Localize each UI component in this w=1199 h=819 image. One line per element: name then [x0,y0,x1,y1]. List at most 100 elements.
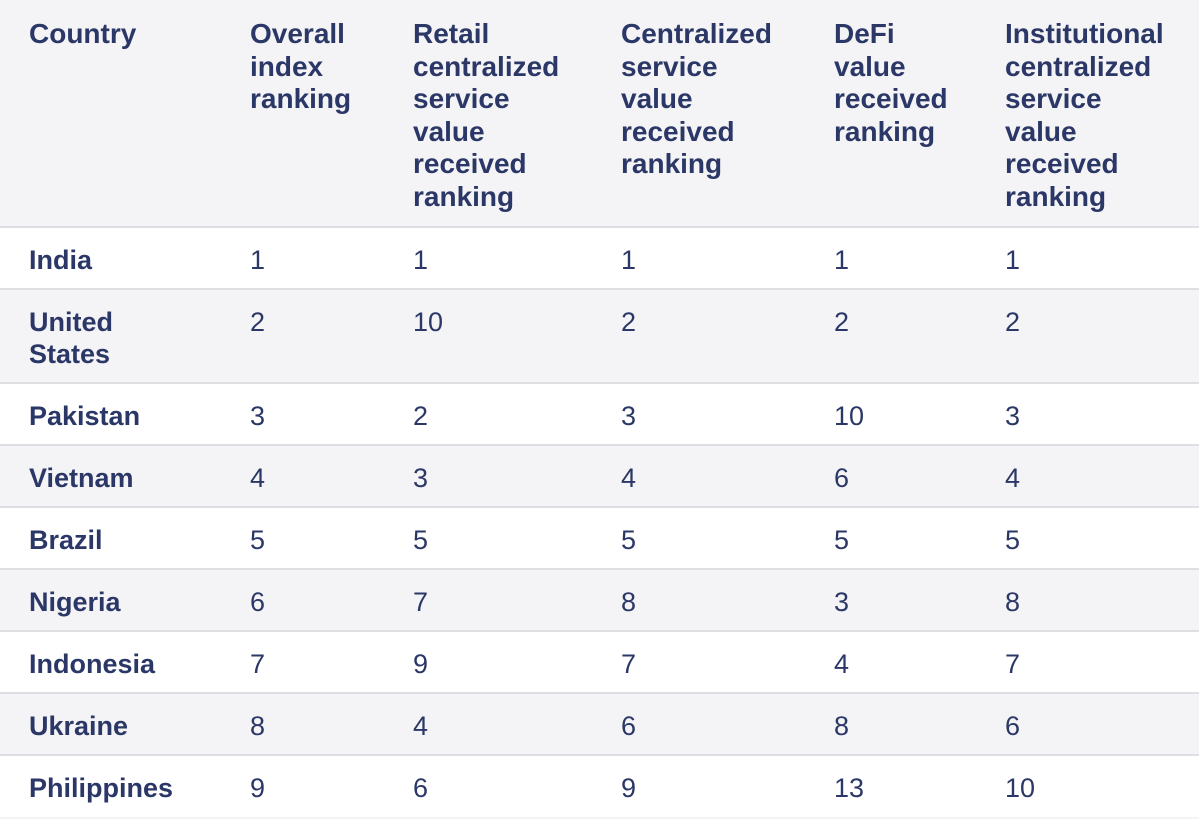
rank-cell: 8 [250,711,266,741]
rank-cell: 10 [1005,773,1036,803]
table-row: United States 2 10 2 2 2 [0,289,1199,383]
table-body: India 1 1 1 1 1 United States 2 10 2 2 2 Pakistan 3 2 3 1… [0,227,1199,817]
column-header-line: Overall [250,18,345,49]
country-cell: Philippines [0,755,221,817]
rank-cell: 6 [621,711,637,741]
rank-cell: 2 [1005,307,1021,337]
rank-cell: 2 [834,307,850,337]
table-row: Philippines 9 6 9 13 10 [0,755,1199,817]
rank-cell: 3 [413,463,429,493]
column-header-line: received [1005,148,1119,179]
rank-cell: 5 [834,525,850,555]
rank-cell: 9 [413,649,429,679]
table-row: Ukraine 8 4 6 8 6 [0,693,1199,755]
column-header-line: value [621,83,693,114]
rank-cell: 7 [1005,649,1021,679]
column-header-4: DeFi value received ranking [805,0,976,227]
rank-cell: 8 [1005,587,1021,617]
column-header-line: value [834,50,906,82]
rank-cell: 8 [834,711,850,741]
column-header-line: service [1005,83,1102,114]
rank-cell: 5 [1005,525,1021,555]
rank-cell: 4 [834,649,850,679]
rank-cell: 2 [250,307,266,337]
rank-cell: 9 [250,773,266,803]
column-header-line: service [621,50,718,82]
table-row: Nigeria 6 7 8 3 8 [0,569,1199,631]
table-row: India 1 1 1 1 1 [0,227,1199,289]
column-header-line: Retail [413,18,490,49]
column-header-line: DeFi [834,18,895,49]
country-cell: Brazil [0,507,221,569]
rank-cell: 1 [1005,245,1021,275]
rank-cell: 7 [250,649,266,679]
column-header-line: centralized [413,50,560,82]
column-header-line: ranking [250,83,352,114]
rank-cell: 4 [621,463,637,493]
column-header-2: Retail centralized service value received ran… [384,0,592,227]
column-header-line: received [621,115,735,147]
country-name-line: India [29,245,93,275]
country-name-line: Philippines [29,773,174,803]
country-cell: Ukraine [0,693,221,755]
rank-cell: 1 [413,245,429,275]
rank-cell: 3 [621,401,637,431]
rank-cell: 7 [621,649,637,679]
rank-cell: 10 [413,307,444,337]
rank-cell: 6 [1005,711,1021,741]
rank-cell: 5 [250,525,266,555]
rank-cell: 13 [834,773,865,803]
table-row: Vietnam 4 3 4 6 4 [0,445,1199,507]
column-header-line: Centralized [621,18,772,49]
rank-cell: 4 [250,463,266,493]
rank-cell: 8 [621,587,637,617]
rank-cell: 3 [250,401,266,431]
rank-cell: 6 [834,463,850,493]
table-row: Indonesia 7 9 7 4 7 [0,631,1199,693]
country-name-line: Indonesia [29,649,156,679]
table-row: Pakistan 3 2 3 10 3 [0,383,1199,445]
header-row: Country Overall index ranking Retail centrali… [0,0,1199,227]
column-header-line: received [413,148,527,179]
column-header-0: Country [0,0,221,227]
column-header-line: ranking [413,180,515,212]
table-header: Country Overall index ranking Retail centrali… [0,0,1199,227]
rank-cell: 7 [413,587,429,617]
column-header-line: ranking [621,148,723,179]
rank-cell: 6 [413,773,429,803]
column-header-3: Centralized service value received ranking [592,0,805,227]
column-header-line: Country [29,18,137,49]
country-name-line: United [29,307,113,337]
column-header-line: value [413,115,485,147]
column-header-line: ranking [834,115,936,147]
country-cell: United States [0,289,221,383]
country-cell: Nigeria [0,569,221,631]
rank-cell: 4 [1005,463,1021,493]
column-header-line: index [250,50,324,82]
country-cell: Indonesia [0,631,221,693]
column-header-1: Overall index ranking [221,0,384,227]
column-header-line: centralized [1005,50,1152,82]
country-name-line: Nigeria [29,587,121,617]
rank-cell: 1 [834,245,850,275]
rank-cell: 3 [1005,401,1021,431]
country-cell: Vietnam [0,445,221,507]
column-header-line: service [413,83,510,114]
country-name-line: Brazil [29,525,103,555]
column-header-line: value [1005,115,1077,147]
column-header-5: Institutional centralized service value rece… [976,0,1199,227]
column-header-line: Institutional [1005,18,1164,49]
rank-cell: 9 [621,773,637,803]
country-name-line: Ukraine [29,711,129,741]
country-name-line: Pakistan [29,401,141,431]
rank-cell: 5 [413,525,429,555]
country-cell: India [0,227,221,289]
country-name-line: Vietnam [29,463,134,493]
country-name-line: States [29,339,111,369]
table-row: Brazil 5 5 5 5 5 [0,507,1199,569]
rank-cell: 1 [621,245,637,275]
rank-cell: 3 [834,587,850,617]
rank-cell: 2 [621,307,637,337]
rank-cell: 4 [413,711,429,741]
